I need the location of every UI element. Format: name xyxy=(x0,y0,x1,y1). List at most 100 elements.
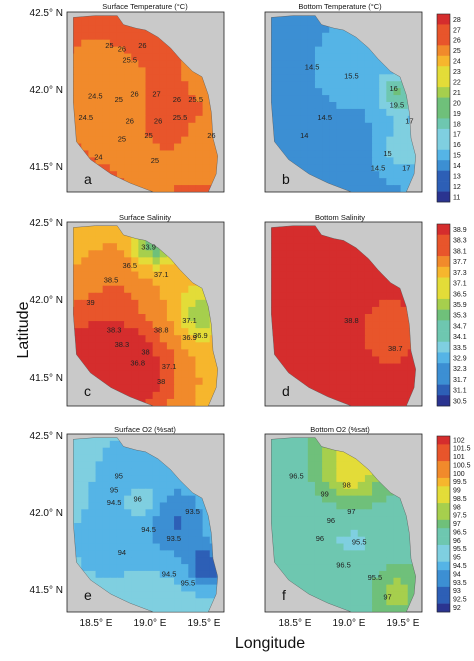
field-cell xyxy=(152,475,161,483)
colorbar-swatch xyxy=(437,128,450,140)
field-cell xyxy=(152,136,161,145)
field-cell xyxy=(364,598,373,606)
field-cell xyxy=(152,502,161,510)
field-cell xyxy=(124,502,132,510)
field-cell xyxy=(307,285,316,294)
field-cell xyxy=(300,363,309,372)
colorbar-tick-label: 12 xyxy=(453,184,461,191)
field-cell xyxy=(166,314,175,322)
field-cell xyxy=(386,363,395,372)
field-cell xyxy=(131,550,139,558)
field-cell xyxy=(166,564,175,572)
field-cell xyxy=(322,536,330,545)
field-cell xyxy=(138,502,147,510)
field-cell xyxy=(372,271,380,280)
field-cell xyxy=(393,529,402,538)
field-cell xyxy=(379,529,387,538)
field-cell xyxy=(357,271,366,280)
field-cell xyxy=(152,516,161,524)
field-cell xyxy=(379,129,387,138)
field-cell xyxy=(181,67,189,75)
field-cell xyxy=(109,60,118,68)
colorbar-tick-label: 97 xyxy=(453,521,461,528)
field-cell xyxy=(209,564,218,572)
field-cell xyxy=(81,495,90,504)
field-cell xyxy=(73,481,75,490)
field-cell xyxy=(293,440,302,449)
field-cell xyxy=(88,81,97,89)
field-cell xyxy=(88,488,97,497)
field-cell xyxy=(195,81,204,89)
field-cell xyxy=(102,25,111,34)
field-cell xyxy=(336,171,345,179)
field-cell xyxy=(145,88,154,96)
field-cell xyxy=(336,39,345,48)
field-cell xyxy=(195,292,204,301)
field-cell xyxy=(102,60,111,68)
field-cell xyxy=(400,150,409,158)
field-cell xyxy=(343,136,352,145)
field-cell xyxy=(195,115,204,124)
field-cell xyxy=(343,328,352,336)
field-cell xyxy=(81,321,90,329)
field-cell xyxy=(131,475,139,483)
field-cell xyxy=(152,557,161,565)
field-cell xyxy=(279,250,288,258)
field-cell xyxy=(300,437,309,442)
field-cell xyxy=(181,557,189,565)
field-cell xyxy=(81,543,90,551)
field-cell xyxy=(364,342,373,350)
field-cell xyxy=(379,598,387,606)
field-cell xyxy=(293,321,302,329)
field-cell xyxy=(379,81,387,89)
field-cell xyxy=(145,591,154,599)
field-cell xyxy=(350,543,359,551)
field-cell xyxy=(131,157,139,165)
field-cell xyxy=(88,18,97,27)
field-cell xyxy=(88,299,97,308)
contour-label: 26 xyxy=(138,41,146,50)
field-cell xyxy=(73,225,75,230)
field-cell xyxy=(307,557,316,565)
field-cell xyxy=(116,577,125,586)
field-cell xyxy=(350,292,359,301)
field-cell xyxy=(145,398,154,406)
field-cell xyxy=(300,509,309,517)
field-cell xyxy=(314,384,323,393)
field-cell xyxy=(95,136,104,145)
field-cell xyxy=(195,122,204,131)
field-cell xyxy=(152,264,161,273)
field-cell xyxy=(124,278,132,287)
field-cell xyxy=(307,102,316,110)
field-cell xyxy=(350,363,359,372)
field-cell xyxy=(102,314,111,322)
field-cell xyxy=(300,102,309,110)
field-cell xyxy=(74,74,82,82)
field-cell xyxy=(152,171,161,179)
field-cell xyxy=(74,495,82,504)
field-cell xyxy=(166,584,175,593)
colorbar-swatch xyxy=(437,87,450,98)
field-cell xyxy=(279,516,288,524)
field-cell xyxy=(138,481,147,490)
field-cell xyxy=(131,25,139,34)
field-cell xyxy=(379,564,387,572)
field-cell xyxy=(293,516,302,524)
field-cell xyxy=(102,225,111,230)
field-cell xyxy=(102,349,111,358)
field-cell xyxy=(74,468,82,476)
field-cell xyxy=(336,536,345,545)
coastline xyxy=(271,15,416,193)
field-cell xyxy=(81,475,90,483)
field-cell xyxy=(88,67,97,75)
field-cell xyxy=(372,60,380,68)
field-cell xyxy=(181,314,189,322)
field-cell xyxy=(329,328,337,336)
field-cell xyxy=(152,150,161,158)
colorbar-oxygen: 102101.5101100.510099.59998.59897.59796.… xyxy=(436,435,471,613)
field-cell xyxy=(350,342,359,350)
field-cell xyxy=(138,236,147,244)
field-cell xyxy=(343,150,352,158)
field-cell xyxy=(138,461,147,469)
